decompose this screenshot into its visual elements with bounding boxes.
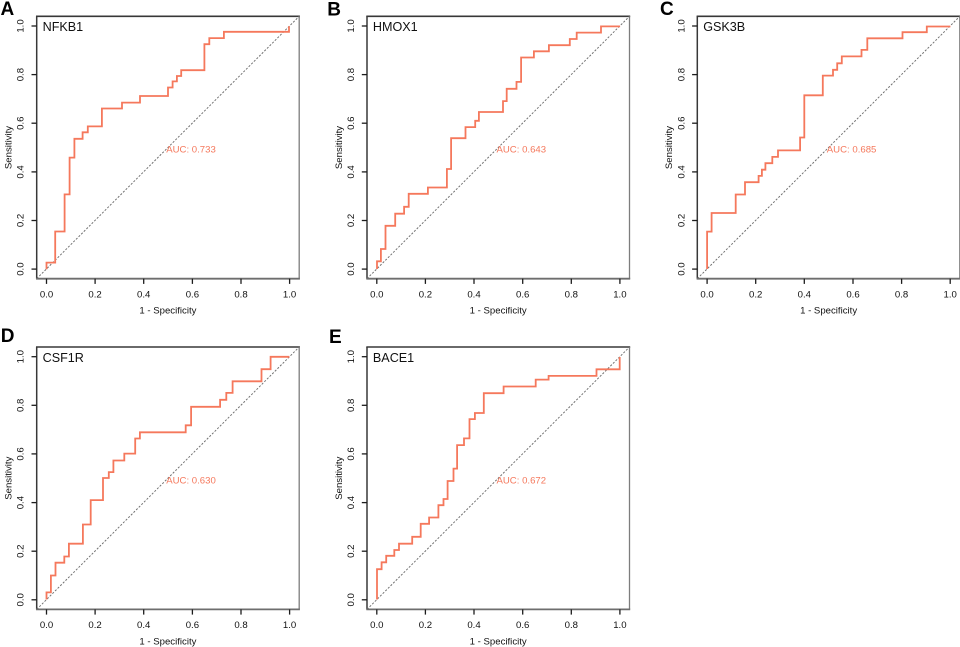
svg-text:0.0: 0.0 bbox=[700, 289, 713, 300]
svg-text:AUC: 0.685: AUC: 0.685 bbox=[827, 145, 877, 156]
svg-text:1.0: 1.0 bbox=[346, 350, 357, 363]
svg-text:0.0: 0.0 bbox=[40, 620, 53, 631]
svg-text:1.0: 1.0 bbox=[16, 19, 27, 32]
svg-text:0.4: 0.4 bbox=[467, 289, 481, 300]
svg-text:AUC: 0.733: AUC: 0.733 bbox=[166, 145, 216, 156]
svg-text:0.0: 0.0 bbox=[370, 289, 383, 300]
svg-text:AUC: 0.643: AUC: 0.643 bbox=[496, 145, 546, 156]
svg-text:0.2: 0.2 bbox=[16, 545, 27, 558]
svg-text:CSF1R: CSF1R bbox=[43, 351, 84, 365]
svg-text:1.0: 1.0 bbox=[283, 289, 296, 300]
svg-text:0.4: 0.4 bbox=[137, 620, 151, 631]
svg-text:AUC: 0.630: AUC: 0.630 bbox=[166, 475, 216, 486]
svg-text:0.8: 0.8 bbox=[895, 289, 908, 300]
svg-text:0.2: 0.2 bbox=[346, 214, 357, 227]
svg-text:0.8: 0.8 bbox=[346, 68, 357, 81]
svg-text:0.6: 0.6 bbox=[516, 620, 529, 631]
svg-text:0.8: 0.8 bbox=[565, 620, 578, 631]
svg-text:0.6: 0.6 bbox=[346, 447, 357, 460]
svg-text:1 - Specificity: 1 - Specificity bbox=[470, 306, 527, 317]
svg-text:D: D bbox=[1, 326, 15, 347]
svg-text:1 - Specificity: 1 - Specificity bbox=[470, 636, 527, 647]
svg-text:1.0: 1.0 bbox=[346, 19, 357, 32]
svg-text:0.6: 0.6 bbox=[516, 289, 529, 300]
svg-text:1.0: 1.0 bbox=[613, 289, 626, 300]
svg-text:0.8: 0.8 bbox=[16, 68, 27, 81]
svg-text:1 - Specificity: 1 - Specificity bbox=[139, 306, 196, 317]
svg-text:0.2: 0.2 bbox=[88, 620, 101, 631]
svg-text:A: A bbox=[1, 0, 15, 20]
svg-text:0.4: 0.4 bbox=[467, 620, 481, 631]
svg-text:0.2: 0.2 bbox=[676, 214, 687, 227]
svg-text:0.6: 0.6 bbox=[346, 117, 357, 130]
svg-text:0.4: 0.4 bbox=[346, 495, 357, 509]
svg-text:1.0: 1.0 bbox=[676, 19, 687, 32]
svg-text:E: E bbox=[329, 327, 342, 348]
svg-text:0.6: 0.6 bbox=[186, 289, 199, 300]
svg-text:0.8: 0.8 bbox=[16, 399, 27, 412]
svg-text:0.8: 0.8 bbox=[234, 289, 247, 300]
svg-text:0.2: 0.2 bbox=[346, 545, 357, 558]
svg-text:0.8: 0.8 bbox=[234, 620, 247, 631]
svg-text:0.4: 0.4 bbox=[16, 165, 27, 179]
svg-text:0.2: 0.2 bbox=[419, 620, 432, 631]
svg-text:0.2: 0.2 bbox=[16, 214, 27, 227]
svg-text:0.8: 0.8 bbox=[676, 68, 687, 81]
svg-text:NFKB1: NFKB1 bbox=[43, 20, 84, 34]
svg-text:B: B bbox=[327, 0, 341, 21]
svg-text:0.6: 0.6 bbox=[16, 447, 27, 460]
svg-text:0.0: 0.0 bbox=[346, 262, 357, 275]
svg-text:0.0: 0.0 bbox=[370, 620, 383, 631]
svg-text:1.0: 1.0 bbox=[613, 620, 626, 631]
svg-text:HMOX1: HMOX1 bbox=[373, 20, 418, 34]
svg-text:0.2: 0.2 bbox=[88, 289, 101, 300]
svg-text:Sensitivity: Sensitivity bbox=[334, 456, 345, 499]
svg-text:0.4: 0.4 bbox=[16, 495, 27, 509]
svg-text:0.2: 0.2 bbox=[419, 289, 432, 300]
svg-text:BACE1: BACE1 bbox=[373, 351, 414, 365]
svg-text:1 - Specificity: 1 - Specificity bbox=[800, 306, 857, 317]
svg-text:1.0: 1.0 bbox=[944, 289, 957, 300]
svg-text:0.6: 0.6 bbox=[846, 289, 859, 300]
svg-text:Sensitivity: Sensitivity bbox=[334, 126, 345, 169]
svg-text:0.0: 0.0 bbox=[40, 289, 53, 300]
svg-text:0.6: 0.6 bbox=[186, 620, 199, 631]
svg-text:0.0: 0.0 bbox=[346, 593, 357, 606]
svg-text:AUC: 0.672: AUC: 0.672 bbox=[496, 475, 546, 486]
svg-text:0.2: 0.2 bbox=[749, 289, 762, 300]
svg-text:GSK3B: GSK3B bbox=[703, 20, 745, 34]
svg-text:1 - Specificity: 1 - Specificity bbox=[139, 636, 196, 647]
svg-text:0.4: 0.4 bbox=[137, 289, 151, 300]
svg-text:0.8: 0.8 bbox=[346, 399, 357, 412]
svg-text:Sensitivity: Sensitivity bbox=[4, 126, 15, 169]
svg-text:0.6: 0.6 bbox=[676, 117, 687, 130]
svg-text:Sensitivity: Sensitivity bbox=[4, 456, 15, 499]
svg-text:0.4: 0.4 bbox=[346, 165, 357, 179]
svg-text:0.0: 0.0 bbox=[16, 593, 27, 606]
svg-text:0.6: 0.6 bbox=[16, 117, 27, 130]
svg-text:0.4: 0.4 bbox=[798, 289, 812, 300]
svg-text:0.4: 0.4 bbox=[676, 165, 687, 179]
svg-text:0.0: 0.0 bbox=[16, 262, 27, 275]
svg-text:C: C bbox=[660, 0, 674, 20]
svg-text:0.0: 0.0 bbox=[676, 262, 687, 275]
svg-text:1.0: 1.0 bbox=[16, 350, 27, 363]
svg-text:0.8: 0.8 bbox=[565, 289, 578, 300]
svg-text:1.0: 1.0 bbox=[283, 620, 296, 631]
svg-text:Sensitivity: Sensitivity bbox=[664, 126, 675, 169]
